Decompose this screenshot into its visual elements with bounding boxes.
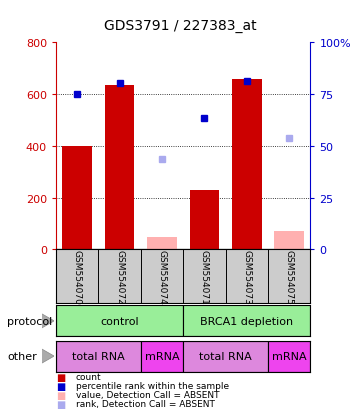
Text: count: count xyxy=(76,372,101,381)
Text: percentile rank within the sample: percentile rank within the sample xyxy=(76,381,229,390)
Bar xyxy=(141,341,183,372)
Polygon shape xyxy=(42,314,54,328)
Text: protocol: protocol xyxy=(7,316,52,326)
Polygon shape xyxy=(42,349,54,363)
Bar xyxy=(56,306,183,337)
Text: BRCA1 depletion: BRCA1 depletion xyxy=(200,316,293,326)
Text: total RNA: total RNA xyxy=(199,351,252,361)
Text: total RNA: total RNA xyxy=(72,351,125,361)
Text: mRNA: mRNA xyxy=(272,351,306,361)
Bar xyxy=(232,79,262,250)
Text: GSM554075: GSM554075 xyxy=(285,249,294,304)
Text: rank, Detection Call = ABSENT: rank, Detection Call = ABSENT xyxy=(76,399,215,408)
Text: GSM554073: GSM554073 xyxy=(242,249,251,304)
Text: ■: ■ xyxy=(56,381,65,391)
Text: GSM554074: GSM554074 xyxy=(157,249,166,304)
Bar xyxy=(183,306,310,337)
Text: GSM554070: GSM554070 xyxy=(73,249,82,304)
Text: GSM554071: GSM554071 xyxy=(200,249,209,304)
Bar xyxy=(56,341,141,372)
Text: other: other xyxy=(7,351,37,361)
Text: mRNA: mRNA xyxy=(145,351,179,361)
Bar xyxy=(147,237,177,250)
Text: control: control xyxy=(100,316,139,326)
Text: value, Detection Call = ABSENT: value, Detection Call = ABSENT xyxy=(76,390,219,399)
Bar xyxy=(190,190,219,250)
Text: GSM554072: GSM554072 xyxy=(115,249,124,304)
Text: ■: ■ xyxy=(56,399,65,409)
Bar xyxy=(268,341,310,372)
Bar xyxy=(183,341,268,372)
Bar xyxy=(105,86,134,250)
Text: ■: ■ xyxy=(56,372,65,382)
Bar xyxy=(274,232,304,250)
Text: ■: ■ xyxy=(56,390,65,400)
Text: GDS3791 / 227383_at: GDS3791 / 227383_at xyxy=(104,19,257,33)
Bar xyxy=(62,147,92,250)
